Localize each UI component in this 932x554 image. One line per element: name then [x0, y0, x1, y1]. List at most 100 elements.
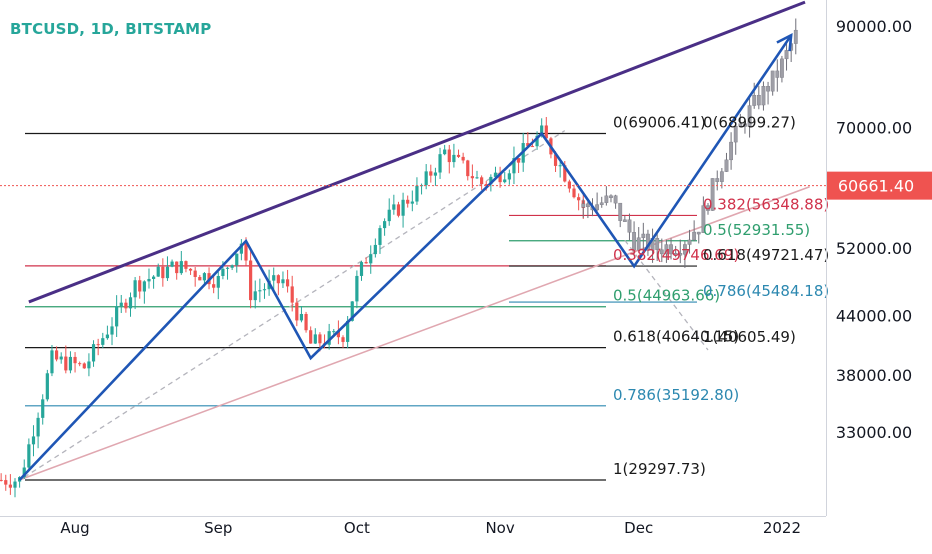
current-price-badge	[826, 171, 932, 200]
time-tick-label: Sep	[204, 519, 232, 537]
candle-body	[456, 154, 461, 157]
projection-bar	[738, 123, 743, 127]
candle-body	[318, 334, 322, 344]
projection-bar	[673, 253, 678, 256]
candle-body	[558, 165, 562, 167]
candle-body	[198, 276, 202, 281]
candle-body	[498, 172, 502, 183]
candle-body	[22, 467, 26, 478]
candle-body	[290, 286, 294, 303]
candle-body	[373, 244, 377, 255]
candle-body	[96, 344, 100, 346]
candle-body	[110, 326, 114, 335]
candle-body	[105, 334, 109, 339]
candle-body	[216, 275, 220, 288]
time-tick-label: Dec	[624, 519, 653, 537]
symbol-title: BTCUSD, 1D, BITSTAMP	[10, 20, 212, 38]
projection-bar	[595, 204, 600, 211]
candle-body	[410, 201, 414, 204]
projection-bar	[581, 203, 586, 208]
candle-body	[13, 481, 17, 488]
candle-body	[563, 165, 567, 182]
candle-body	[87, 361, 91, 369]
candle-body	[156, 266, 160, 277]
candle-body	[577, 197, 581, 201]
fib2-level-label: 0.382(56348.88)	[703, 195, 829, 213]
candle-body	[396, 204, 401, 216]
candle-body	[59, 356, 63, 360]
candle-body	[489, 176, 493, 185]
candle-body	[359, 262, 364, 276]
candle-body	[503, 179, 507, 183]
fib-level-label: 1(29297.73)	[613, 460, 706, 478]
projection-bar	[632, 232, 636, 251]
projection-bar	[761, 86, 766, 106]
candle-body	[540, 125, 544, 136]
fib2-level-label: 0.5(52931.55)	[703, 221, 810, 239]
projection-bar	[724, 159, 729, 172]
projection-bar	[687, 239, 692, 245]
price-axis-labels: 90000.00 70000.00 52000.00 44000.00 38000.00…	[836, 17, 912, 442]
candle-body	[239, 243, 243, 254]
projection-bar	[743, 123, 747, 127]
projection-bar	[775, 70, 780, 78]
candle-body	[124, 302, 128, 309]
current-price-line: 60661.40	[0, 171, 932, 200]
current-price-label: 60661.40	[838, 177, 914, 196]
projection-bar	[719, 171, 724, 182]
projection-bar	[669, 244, 673, 255]
candle-body	[165, 266, 170, 279]
projection-bar	[678, 253, 683, 256]
projection-bar	[766, 86, 770, 92]
candle-body	[253, 291, 257, 301]
projection-bar	[729, 141, 734, 161]
candle-body	[281, 279, 285, 284]
candle-body	[341, 337, 345, 342]
fib-level-label: 0.786(35192.80)	[613, 386, 739, 404]
projection-bar	[613, 195, 618, 204]
candle-body	[512, 158, 516, 174]
projection-bar	[659, 249, 664, 255]
zigzag-arrowhead	[776, 32, 793, 52]
candle-body	[406, 199, 410, 204]
fib-level-label: 0.5(44963.66)	[613, 287, 720, 305]
fib2-level-label: 0.786(45484.18)	[703, 282, 829, 300]
price-tick-label: 70000.00	[836, 119, 912, 138]
candle-body	[276, 275, 280, 284]
candle-body	[401, 199, 405, 216]
candle-body	[392, 204, 396, 210]
candle-body	[364, 262, 368, 264]
fib-level-label: 0(69006.41)	[613, 114, 706, 132]
support-trendline	[19, 185, 810, 481]
projection-bar	[585, 203, 590, 208]
price-scale[interactable]	[826, 0, 932, 516]
candle-body	[535, 135, 539, 147]
candle-body	[309, 330, 313, 344]
projection-bar	[710, 178, 715, 211]
fib2-level-label: 0(68999.27)	[703, 114, 796, 132]
projection-bar	[609, 195, 613, 198]
projection-bar	[770, 70, 775, 92]
candle-body	[45, 373, 49, 400]
projection-bar	[780, 58, 784, 78]
candle-body	[128, 297, 133, 309]
projection-bar	[683, 244, 687, 255]
candle-body	[0, 479, 3, 481]
projection-bar	[622, 219, 627, 222]
candle-body	[516, 158, 521, 163]
time-scale[interactable]	[0, 516, 826, 551]
candle-body	[68, 356, 73, 371]
candle-body	[336, 331, 340, 338]
candle-body	[262, 289, 267, 291]
fib-level-label: 0.382(49746.69)	[613, 246, 739, 264]
candle-body	[73, 356, 77, 364]
fib2-level-label: 0.618(49721.47)	[703, 246, 829, 264]
candle-body	[147, 278, 151, 282]
projection-bars	[581, 18, 798, 268]
price-tick-label: 90000.00	[836, 17, 912, 36]
candle-body	[78, 363, 82, 365]
candle-body	[82, 363, 86, 369]
candle-body	[36, 417, 40, 437]
